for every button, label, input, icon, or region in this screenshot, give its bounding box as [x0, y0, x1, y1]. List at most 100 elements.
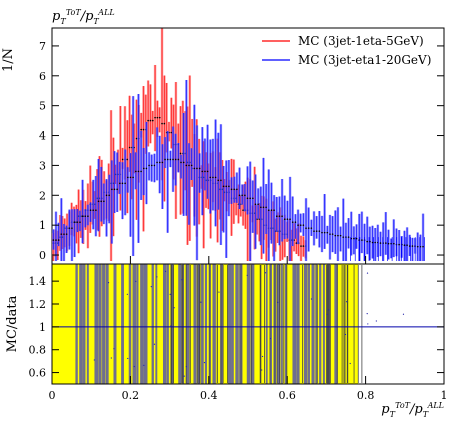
ratio-point — [367, 323, 369, 325]
ratio-point — [261, 355, 264, 358]
data-point — [97, 200, 100, 203]
ratio-point — [169, 293, 171, 295]
ratio-point — [261, 369, 263, 371]
data-point — [294, 221, 297, 223]
data-point — [238, 194, 241, 197]
data-point — [236, 188, 238, 191]
data-point — [108, 194, 110, 197]
gray-band-strip — [193, 264, 197, 384]
data-point — [129, 176, 132, 179]
x-tick-label: 0.2 — [122, 389, 140, 402]
data-point — [217, 179, 220, 182]
gray-band-strip — [94, 264, 99, 384]
gray-band-strip — [113, 264, 117, 384]
data-point — [177, 158, 180, 161]
data-point — [149, 119, 152, 122]
data-point — [179, 152, 182, 155]
data-point — [403, 244, 406, 246]
data-point — [116, 188, 118, 191]
gray-band-strip — [204, 264, 207, 384]
y-tick-label-top: 2 — [39, 189, 46, 202]
data-point — [182, 161, 185, 164]
data-point — [57, 239, 60, 241]
top-bands — [51, 28, 425, 262]
data-point — [209, 176, 212, 179]
y-tick-label-top: 5 — [39, 100, 46, 113]
ratio-point — [345, 301, 348, 303]
data-point — [339, 234, 342, 237]
data-point — [73, 221, 76, 223]
data-point — [92, 209, 95, 212]
data-point — [310, 227, 313, 229]
gray-band-strip — [322, 264, 325, 384]
data-point — [79, 221, 81, 223]
data-point — [313, 230, 315, 232]
data-point — [153, 164, 156, 167]
gray-band-strip — [231, 264, 234, 384]
ratio-point — [200, 301, 202, 303]
data-point — [353, 237, 355, 240]
data-point — [222, 185, 225, 188]
ratio-point — [143, 364, 145, 367]
data-point — [286, 218, 289, 220]
data-point — [147, 119, 149, 122]
data-point — [185, 164, 188, 167]
y-tick-label-bottom: 1.4 — [29, 275, 47, 288]
data-point — [265, 206, 267, 209]
y-tick-label-top: 1 — [39, 219, 46, 232]
data-point — [390, 242, 392, 245]
data-point — [252, 197, 254, 200]
data-point — [170, 131, 173, 134]
data-point — [257, 203, 259, 206]
y-tick-label-bottom: 0.6 — [29, 367, 47, 380]
ratio-point — [110, 357, 112, 359]
data-point — [270, 209, 273, 212]
gray-band-strip — [281, 264, 283, 384]
data-point — [172, 158, 174, 161]
data-point — [71, 227, 73, 229]
data-point — [262, 206, 265, 209]
gray-band-strip — [197, 264, 201, 384]
ratio-point — [173, 307, 175, 309]
data-point — [60, 233, 63, 235]
ratio-point — [218, 291, 220, 293]
data-point — [385, 242, 387, 244]
gray-band-strip — [315, 264, 318, 384]
data-point — [302, 224, 305, 226]
data-point — [212, 176, 214, 179]
y-tick-label-top: 6 — [39, 70, 46, 83]
data-point — [329, 233, 331, 235]
data-point — [379, 242, 382, 244]
gray-band-strip — [151, 264, 154, 384]
data-point — [273, 209, 275, 212]
data-point — [174, 158, 177, 161]
data-point — [408, 245, 411, 247]
data-point — [158, 161, 161, 164]
data-point — [295, 242, 298, 244]
data-point — [121, 182, 124, 185]
data-point — [228, 185, 230, 188]
data-point — [52, 239, 55, 241]
data-point — [321, 231, 323, 234]
ratio-point — [366, 272, 369, 274]
y-tick-label-top: 7 — [39, 40, 46, 53]
data-point — [331, 233, 334, 235]
data-point — [371, 241, 374, 244]
x-axis-label: pTToT/pTALL — [381, 401, 444, 419]
y-axis-label-bottom: MC/data — [5, 295, 20, 352]
x-tick-label: 0.8 — [357, 389, 375, 402]
data-point — [342, 236, 345, 238]
gray-band-strip — [201, 264, 204, 384]
data-point — [132, 176, 134, 179]
gray-band-strip — [105, 264, 109, 384]
gray-band-strip — [102, 264, 106, 384]
ratio-point — [135, 280, 137, 282]
gray-band-strip — [79, 264, 83, 384]
data-point — [137, 170, 140, 173]
ratio-point — [310, 298, 313, 300]
data-point — [89, 209, 92, 212]
data-point — [411, 245, 414, 247]
data-point — [188, 164, 190, 167]
data-point — [87, 215, 89, 218]
data-point — [275, 215, 278, 218]
